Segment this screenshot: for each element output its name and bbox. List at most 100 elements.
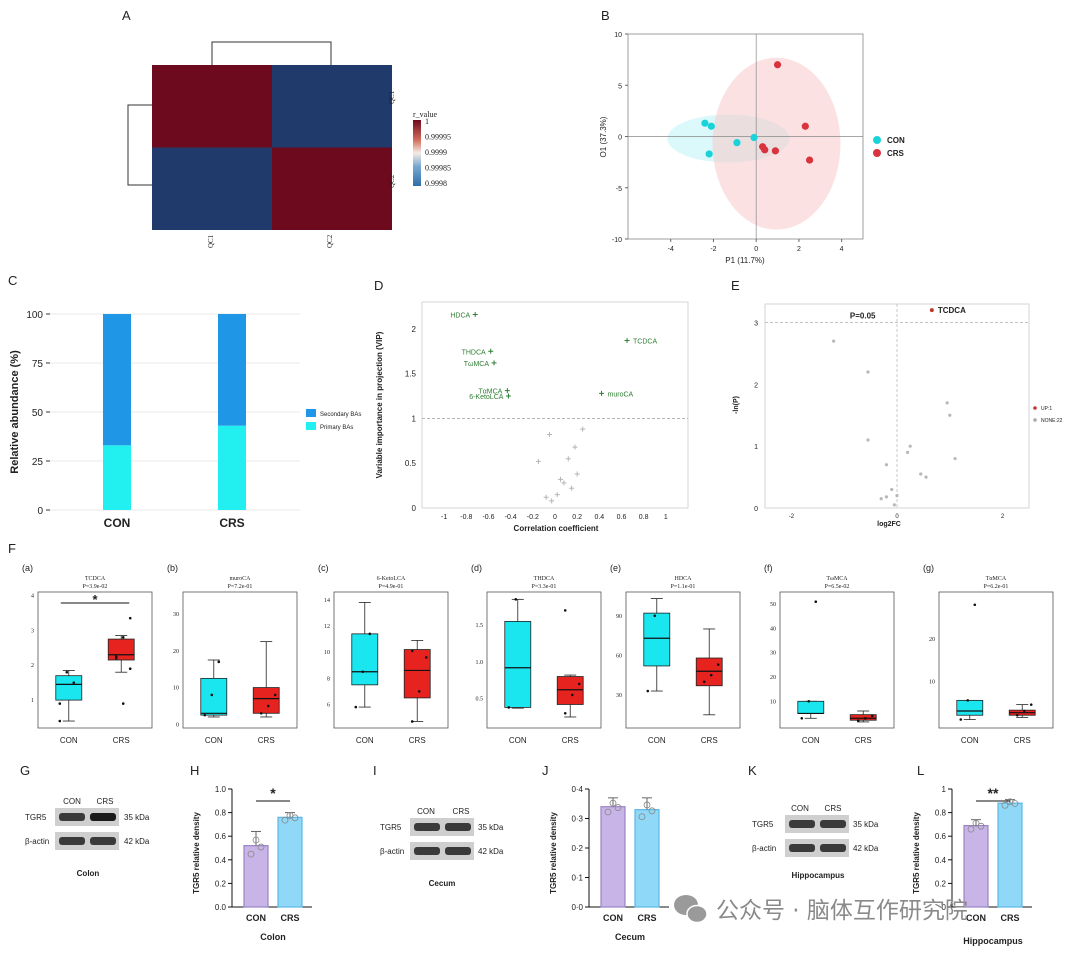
volcano-point-none <box>892 503 896 507</box>
western-blots: CON CRS TGR5 35 kDa β-actin 42 kDa Colon CON CRS… <box>25 797 879 888</box>
vip-point-sig <box>491 360 497 366</box>
box-con <box>351 633 379 686</box>
y-tick-label: 8 <box>327 676 330 682</box>
heatmap-cell <box>272 65 392 148</box>
y-tick-label: 75 <box>32 359 44 370</box>
panel-a-dendrogram-left <box>127 104 152 186</box>
replicate-point <box>977 822 985 830</box>
x-tick-label: CON <box>246 913 266 923</box>
blot-membrane <box>55 808 119 826</box>
data-point-crs <box>410 649 414 653</box>
heatmap-legend-tick: 0.9999 <box>425 148 447 157</box>
scatter-point-con <box>733 139 741 147</box>
blot-colon: CON CRS TGR5 35 kDa β-actin 42 kDa Colon <box>25 797 150 878</box>
x-tick-label: CRS <box>855 736 872 745</box>
boxplot-frame <box>625 591 741 729</box>
y-tick-label: 0.8 <box>215 809 227 818</box>
y-tick-label: 0.2 <box>215 879 227 888</box>
x-tick-label: CRS <box>1014 736 1031 745</box>
x-tick-label: CRS <box>562 736 579 745</box>
boxplot-b: (b) muroCA P=7.2e-01 30 20 10 0 CON CRS <box>167 563 298 745</box>
y-tick-label: 12 <box>324 624 330 630</box>
blot-band <box>414 823 440 831</box>
vip-point-nonsig <box>580 426 586 432</box>
boxplot-pvalue: P=6.5e-02 <box>825 584 850 590</box>
replicate-point <box>257 843 265 851</box>
scatter-point-crs <box>801 122 809 130</box>
scatter-point-crs <box>771 147 780 155</box>
blot-membrane <box>55 832 119 850</box>
panel-c-ylabel: Relative abundance (%) <box>9 350 21 474</box>
y-tick-label: 3 <box>754 321 758 328</box>
x-tick-label: CON <box>648 736 666 745</box>
y-tick-label: 20 <box>770 675 776 681</box>
panel-e-volcano: P=0.05 -2 0 2 3 2 1 0 TCDCA log2FC -ln(P) UP:1 N… <box>733 303 1063 528</box>
data-point-crs <box>702 680 706 684</box>
panel-c-legend-secondary: Secondary BAs <box>320 412 361 418</box>
replicate-point <box>643 801 651 809</box>
bar-tissue-label: Cecum <box>615 932 645 942</box>
y-tick-label: 50 <box>770 602 776 608</box>
replicate-point <box>1001 801 1009 809</box>
density-bar-con <box>600 806 626 908</box>
vip-point-nonsig <box>554 492 560 498</box>
data-point-con <box>361 670 365 674</box>
x-tick-label: -1 <box>441 514 447 521</box>
y-tick-label: 0 <box>754 506 758 513</box>
y-tick-label: 2 <box>31 663 34 669</box>
watermark-text: 公众号 · 脑体互作研究院 <box>716 898 968 924</box>
box-crs <box>695 657 723 687</box>
y-tick-label: 1 <box>754 444 758 451</box>
heatmap-legend-tick: 0.99995 <box>425 133 451 142</box>
box-crs <box>252 687 280 714</box>
replicate-point <box>638 813 646 821</box>
vip-point-label: THDCA <box>462 349 486 356</box>
boxplot-tag: (b) <box>167 563 178 573</box>
data-point-crs <box>563 711 567 715</box>
data-point-con <box>973 603 977 607</box>
data-point-crs <box>709 673 713 677</box>
boxplot-title: TCDCA <box>85 576 106 582</box>
panel-letter-l: L <box>917 763 924 778</box>
data-point-crs <box>424 656 428 659</box>
heatmap-legend-tick: 0.9998 <box>425 179 447 188</box>
volcano-point-label: TCDCA <box>938 306 966 315</box>
boxplot-pvalue: P=6.2e-01 <box>984 584 1009 590</box>
y-tick-label: 1.5 <box>405 370 417 379</box>
data-point-con <box>507 706 511 709</box>
panel-d-frame <box>421 301 689 509</box>
vip-point-label: TCDCA <box>633 339 657 346</box>
y-tick-label: 30 <box>173 612 179 618</box>
blot-band <box>789 820 815 828</box>
blot-band <box>445 823 471 831</box>
boxplot-frame <box>486 591 602 729</box>
vip-point-label: HDCA <box>450 313 470 320</box>
boxplot-frame <box>779 591 895 729</box>
y-tick-label: 3 <box>31 628 34 634</box>
boxplot-g: (g) TαMCA P=6.2e-01 20 10 CON CRS <box>923 563 1054 745</box>
blot-kda-label: 35 kDa <box>853 820 879 829</box>
boxplot-tag: (a) <box>22 563 33 573</box>
data-point-crs <box>128 667 132 671</box>
y-tick-label: 25 <box>32 457 44 468</box>
x-tick-label: -0.4 <box>505 514 517 521</box>
y-tick-label: 0.4 <box>215 856 227 865</box>
replicate-point <box>972 819 980 827</box>
blot-tissue-label: Hippocampus <box>792 871 845 880</box>
panel-b-legend-con: CON <box>887 136 905 145</box>
boxplot-pvalue: P=7.2e-01 <box>228 584 253 590</box>
y-tick-label: 10 <box>929 679 935 685</box>
x-tick-label: -0.6 <box>482 514 494 521</box>
replicate-point <box>609 799 617 807</box>
blot-band <box>820 844 846 852</box>
x-tick-label: CON <box>356 736 374 745</box>
panel-e-legend-up: UP:1 <box>1041 406 1052 412</box>
boxplot-title: TαMCA <box>986 576 1007 582</box>
wechat-icon <box>674 895 708 924</box>
x-tick-label: CON <box>60 736 78 745</box>
bar-ylabel: TGR5 relative density <box>912 812 921 894</box>
boxplot-c: (c) 6-KetoLCA P=4.9e-01 14 12 10 8 6 CON CRS <box>318 563 449 745</box>
y-tick-label: 1 <box>942 785 947 794</box>
data-point-con <box>217 660 221 664</box>
density-bar-con <box>963 824 989 908</box>
